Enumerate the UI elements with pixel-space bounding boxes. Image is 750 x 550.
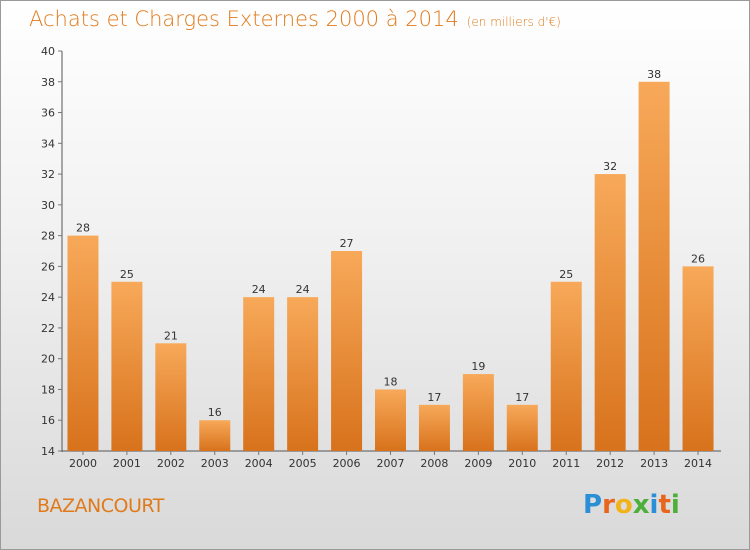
bar (418, 404, 450, 451)
bar (682, 266, 714, 451)
data-label: 26 (691, 252, 705, 265)
x-tick-label: 2009 (464, 457, 492, 470)
y-tick-label: 38 (41, 76, 55, 89)
proxiti-logo: Proxiti (583, 490, 680, 520)
data-label: 24 (296, 283, 310, 296)
bar (67, 235, 99, 451)
bar (111, 281, 143, 451)
data-label: 17 (515, 391, 529, 404)
data-label: 21 (164, 329, 178, 342)
y-tick-label: 30 (41, 199, 55, 212)
chart-title-text: Achats et Charges Externes 2000 à 2014 (29, 7, 459, 31)
bar (199, 420, 231, 451)
logo-letter: i (670, 490, 680, 520)
bar (506, 404, 538, 451)
bar (287, 297, 319, 451)
logo-letter: P (583, 490, 603, 520)
bar (550, 281, 582, 451)
bar (155, 343, 187, 451)
logo-letter: i (649, 490, 659, 520)
data-label: 25 (559, 268, 573, 281)
data-label: 18 (384, 375, 398, 388)
y-tick-label: 26 (41, 260, 55, 273)
x-tick-label: 2005 (289, 457, 317, 470)
data-label: 19 (471, 360, 485, 373)
data-label: 27 (340, 237, 354, 250)
data-label: 28 (76, 222, 90, 235)
data-label: 17 (427, 391, 441, 404)
y-tick-label: 32 (41, 168, 55, 181)
bar (375, 389, 406, 451)
bar (243, 297, 275, 451)
bar (594, 174, 626, 452)
x-tick-label: 2011 (552, 457, 580, 470)
x-tick-label: 2014 (684, 457, 712, 470)
data-label: 25 (120, 268, 134, 281)
y-tick-label: 20 (41, 353, 55, 366)
logo-letter: x (632, 490, 650, 520)
y-tick-label: 34 (41, 137, 55, 150)
x-tick-label: 2000 (69, 457, 97, 470)
y-tick-label: 28 (41, 230, 55, 243)
y-tick-label: 24 (41, 291, 55, 304)
bar (462, 374, 494, 451)
data-label: 32 (603, 160, 617, 173)
logo-letter: t (658, 490, 671, 520)
x-tick-label: 2002 (157, 457, 185, 470)
y-tick-label: 16 (41, 414, 55, 427)
x-tick-label: 2008 (420, 457, 448, 470)
x-tick-label: 2007 (377, 457, 405, 470)
data-label: 38 (647, 68, 661, 81)
town-name: BAZANCOURT (37, 495, 164, 517)
bar (331, 251, 363, 451)
x-tick-label: 2010 (508, 457, 536, 470)
x-tick-label: 2013 (640, 457, 668, 470)
x-tick-label: 2001 (113, 457, 141, 470)
x-tick-label: 2006 (333, 457, 361, 470)
y-tick-label: 18 (41, 383, 55, 396)
bar (638, 81, 670, 452)
data-label: 24 (252, 283, 266, 296)
y-tick-label: 22 (41, 322, 55, 335)
x-tick-label: 2004 (245, 457, 273, 470)
logo-letter: o (614, 490, 633, 520)
data-label: 16 (208, 406, 222, 419)
chart-title: Achats et Charges Externes 2000 à 2014 (e… (29, 7, 561, 31)
x-tick-label: 2012 (596, 457, 624, 470)
y-tick-label: 40 (41, 45, 55, 58)
chart-unit: (en milliers d'€) (466, 15, 561, 29)
y-tick-label: 14 (41, 445, 55, 458)
y-tick-label: 36 (41, 107, 55, 120)
logo-letter: r (602, 490, 615, 520)
x-tick-label: 2003 (201, 457, 229, 470)
